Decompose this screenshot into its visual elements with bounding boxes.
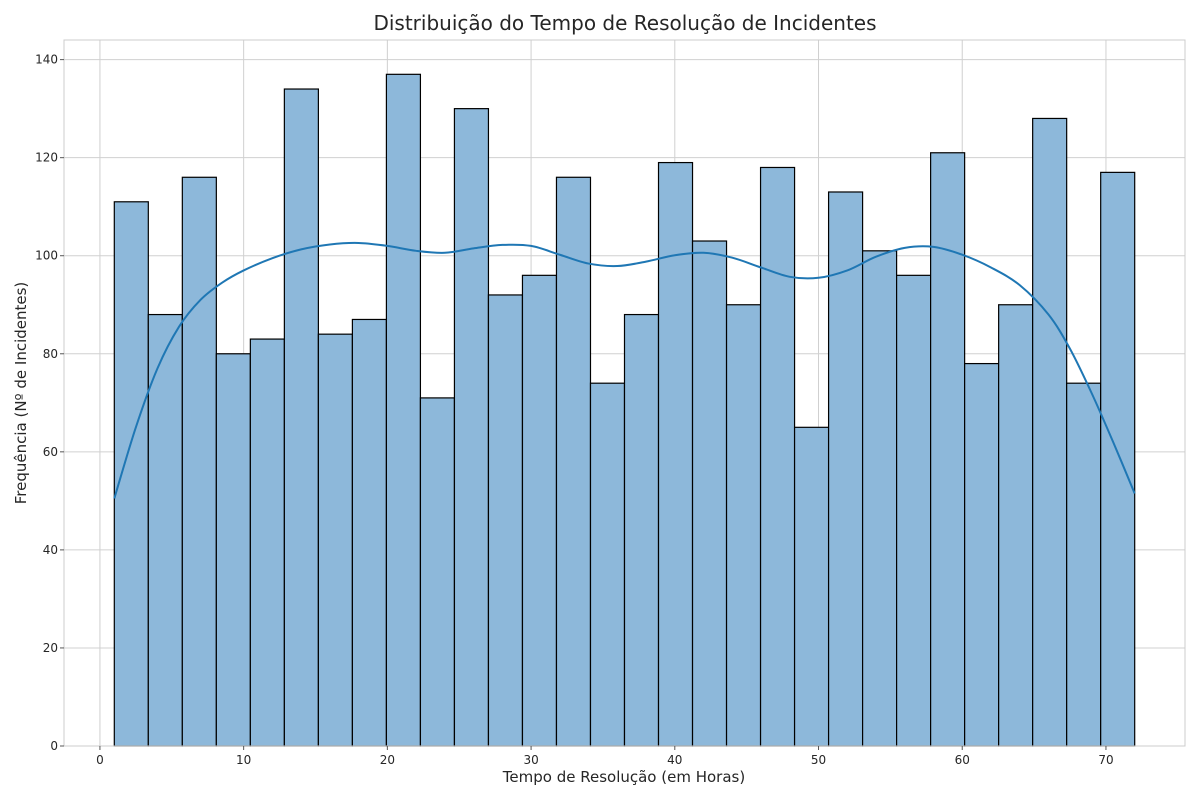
- kde-curve-group: [113, 241, 1136, 499]
- histogram-bar: [793, 426, 830, 747]
- histogram-bar: [215, 353, 251, 747]
- x-tick-label: 60: [955, 753, 970, 767]
- histogram-bar: [691, 240, 728, 747]
- plot-frame: [63, 39, 1186, 747]
- kde-line: [113, 241, 1136, 499]
- histogram-bar: [725, 304, 762, 747]
- y-tick-label: 60: [43, 445, 58, 459]
- x-tick-label: 0: [96, 753, 104, 767]
- y-tick-label: 20: [43, 641, 58, 655]
- histogram-bars: [113, 73, 1136, 747]
- x-axis-label: Tempo de Resolução (em Horas): [502, 768, 745, 786]
- histogram-bar: [317, 333, 353, 747]
- y-tick-label: 80: [43, 347, 58, 361]
- chart-title: Distribuição do Tempo de Resolução de In…: [373, 11, 876, 35]
- histogram-bar: [964, 362, 1000, 747]
- x-tick-label: 50: [811, 753, 826, 767]
- y-axis-ticks: 0 20 40 60 80 100 120 140: [35, 53, 64, 753]
- x-tick-label: 40: [667, 753, 682, 767]
- histogram-bar: [385, 73, 422, 747]
- x-tick-label: 20: [380, 753, 395, 767]
- histogram-bar: [998, 304, 1034, 747]
- histogram-bar: [930, 152, 966, 747]
- x-tick-label: 10: [236, 753, 251, 767]
- histogram-bar: [657, 161, 694, 747]
- histogram-bar: [521, 274, 558, 747]
- y-tick-label: 40: [43, 543, 58, 557]
- x-tick-label: 70: [1098, 753, 1113, 767]
- y-tick-label: 140: [35, 53, 58, 67]
- histogram-bar: [896, 274, 932, 747]
- x-axis-ticks: 0 10 20 30 40 50 60 70: [96, 746, 1114, 767]
- y-tick-label: 120: [35, 151, 58, 165]
- histogram-bar: [419, 397, 456, 747]
- histogram-bar: [181, 176, 217, 747]
- histogram-bar: [1032, 117, 1068, 747]
- histogram-bar: [487, 294, 524, 747]
- histogram-bar: [283, 88, 319, 747]
- y-tick-label: 100: [35, 249, 58, 263]
- y-axis-label: Frequência (Nº de Incidentes): [12, 282, 30, 505]
- histogram-bar: [861, 250, 898, 747]
- histogram-bar: [351, 318, 388, 747]
- histogram-bar: [623, 313, 660, 747]
- histogram-bar: [589, 382, 626, 747]
- histogram-bar: [113, 201, 149, 747]
- x-tick-label: 30: [523, 753, 538, 767]
- y-tick-label: 0: [50, 739, 58, 753]
- histogram-bar: [1100, 171, 1136, 747]
- histogram-bar: [249, 338, 285, 747]
- histogram-bar: [1066, 382, 1102, 747]
- histogram-bar: [453, 108, 490, 747]
- histogram-bar: [759, 166, 796, 747]
